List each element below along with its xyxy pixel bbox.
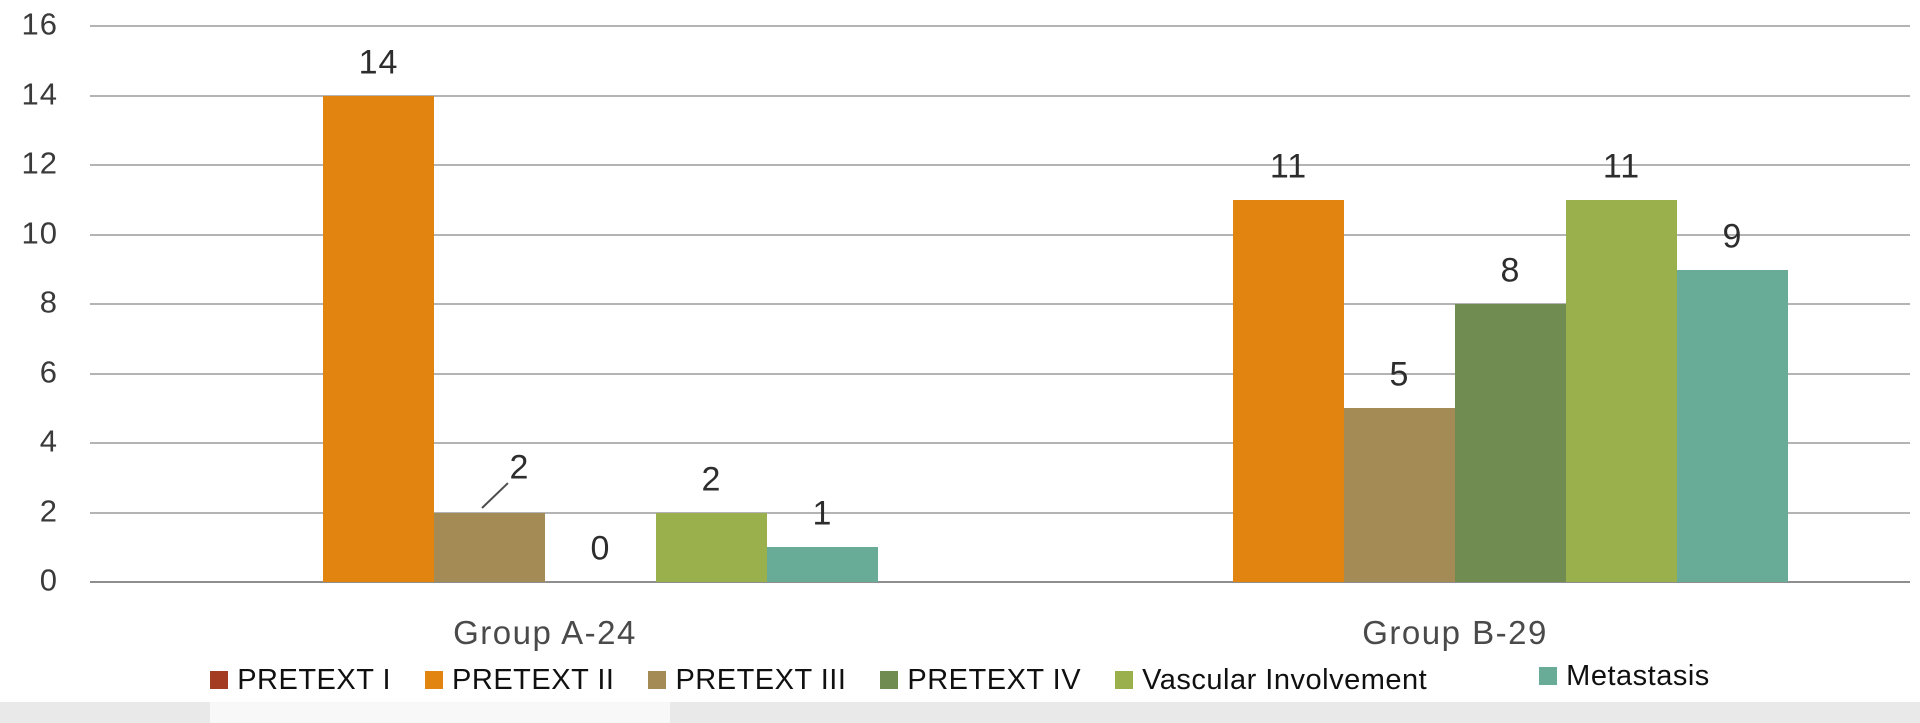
data-label: 5 xyxy=(1389,355,1410,394)
y-axis-label: 4 xyxy=(39,423,58,459)
legend-label: PRETEXT IV xyxy=(907,663,1082,696)
y-axis-label: 10 xyxy=(21,215,58,251)
legend-label: Vascular Involvement xyxy=(1142,663,1428,696)
data-label: 2 xyxy=(509,448,530,487)
y-axis-label: 8 xyxy=(39,284,58,320)
legend-swatch-pretext-ii xyxy=(425,671,444,689)
bar-vascular-involvement-group-b-29 xyxy=(1566,200,1677,582)
legend-label: PRETEXT III xyxy=(675,663,847,696)
data-label: 0 xyxy=(590,529,611,568)
legend-item-pretext-iii: PRETEXT III xyxy=(648,664,846,697)
legend-label: PRETEXT II xyxy=(452,663,615,696)
gridline-y-12 xyxy=(90,164,1910,167)
gridline-y-16 xyxy=(90,25,1910,28)
bottom-strip-patch xyxy=(210,702,670,723)
legend-item-pretext-iv: PRETEXT IV xyxy=(880,664,1081,697)
data-label: 8 xyxy=(1500,251,1521,290)
legend: PRETEXT I PRETEXT II PRETEXT III PRETEXT IV… xyxy=(0,660,1920,699)
bar-metastasis-group-b-29 xyxy=(1677,269,1788,582)
bar-pretext-iii-group-a-24 xyxy=(434,512,545,582)
data-label: 9 xyxy=(1722,217,1743,256)
bar-pretext-ii-group-a-24 xyxy=(323,95,434,582)
bottom-strip xyxy=(0,702,1920,723)
legend-label: PRETEXT I xyxy=(237,663,392,696)
data-label: 11 xyxy=(1602,147,1641,186)
legend-item-vascular-involvement: Vascular Involvement xyxy=(1115,664,1427,697)
legend-swatch-metastasis xyxy=(1539,667,1558,685)
legend-swatch-pretext-iii xyxy=(648,671,667,689)
y-axis-label: 16 xyxy=(21,7,58,43)
legend-swatch-pretext-i xyxy=(210,671,229,689)
gridline-y-10 xyxy=(90,233,1910,236)
legend-swatch-pretext-iv xyxy=(880,671,899,689)
y-axis-label: 2 xyxy=(39,493,58,529)
bar-metastasis-group-a-24 xyxy=(767,547,878,582)
gridline-y-4 xyxy=(90,442,1910,445)
data-label: 14 xyxy=(358,43,399,82)
data-label: 1 xyxy=(812,494,833,533)
gridline-y-2 xyxy=(90,511,1910,514)
y-axis-label: 14 xyxy=(21,76,58,112)
callout-line xyxy=(480,481,509,509)
x-axis-label-group-a-24: Group A-24 xyxy=(453,614,637,651)
legend-swatch-vascular-involvement xyxy=(1115,671,1134,689)
legend-item-pretext-ii: PRETEXT II xyxy=(425,664,614,697)
gridline-y-0 xyxy=(90,581,1910,583)
y-axis-label: 0 xyxy=(39,562,58,598)
data-label: 11 xyxy=(1269,147,1308,186)
x-axis-label-group-b-29: Group B-29 xyxy=(1362,614,1548,651)
legend-item-pretext-i: PRETEXT I xyxy=(210,664,391,697)
bar-pretext-ii-group-b-29 xyxy=(1233,200,1344,582)
gridline-y-6 xyxy=(90,372,1910,375)
bar-pretext-iii-group-b-29 xyxy=(1344,408,1455,582)
bar-pretext-iv-group-b-29 xyxy=(1455,304,1566,582)
legend-item-metastasis: Metastasis xyxy=(1539,660,1710,693)
gridline-y-8 xyxy=(90,303,1910,306)
data-label: 2 xyxy=(701,460,722,499)
y-axis-label: 6 xyxy=(39,354,58,390)
bar-vascular-involvement-group-a-24 xyxy=(656,512,767,582)
y-axis-label: 12 xyxy=(21,145,58,181)
legend-label: Metastasis xyxy=(1566,659,1710,692)
gridline-y-14 xyxy=(90,94,1910,97)
